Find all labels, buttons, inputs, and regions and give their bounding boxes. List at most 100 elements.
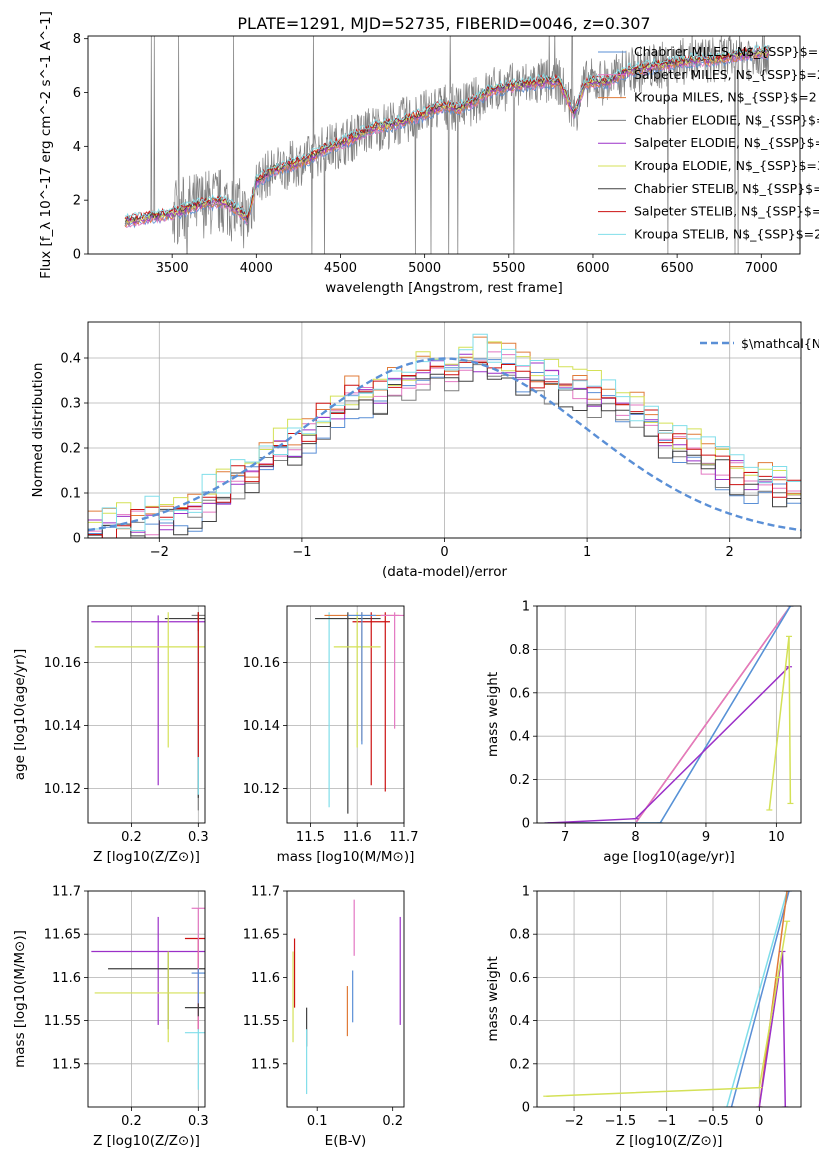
y-axis-label: mass weight [485,672,501,757]
x-tick-label: −1.5 [605,1114,637,1129]
y-axis-label: Normed distribution [30,363,46,498]
y-tick-label: 1 [522,600,530,615]
y-tick-label: 0 [522,1101,530,1116]
y-tick-label: 6 [73,86,81,101]
x-tick-label: 5000 [408,261,441,276]
y-tick-label: 11.6 [251,971,280,986]
observed-spectrum-line [124,36,770,254]
x-tick-label: 6000 [576,261,609,276]
x-tick-label: 0.2 [121,830,142,845]
x-tick-label: −0.5 [697,1114,729,1129]
model-spectrum-line [124,48,770,222]
legend-label: Chabrier ELODIE, N$_{SSP}$=3 [634,112,819,127]
x-tick-label: 1 [583,545,591,560]
plot-area [91,907,205,1090]
cumulative-line [547,666,790,823]
plot-area [315,612,404,814]
plot-area [543,891,792,1107]
y-tick-label: 0.3 [60,397,81,412]
y-tick-label: 11.55 [44,1014,81,1029]
legend-label: Salpeter ELODIE, N$_{SSP}$=4 [634,135,819,150]
x-tick-label: −1 [657,1114,676,1129]
y-tick-label: 10.14 [44,719,81,734]
y-tick-label: 1 [522,885,530,900]
x-tick-label: −2 [564,1114,583,1129]
chart-panel-6: 0.1 0.2 11.5 11.55 11.6 11.65 11.7 E(B-V) [243,885,405,1149]
x-tick-label: 0.2 [121,1114,142,1129]
y-axis-label: Flux [f_λ 10^-17 erg cm^-2 s^-1 A^-1] [38,11,54,279]
y-tick-label: 11.65 [44,928,81,943]
x-tick-label: 7000 [745,261,778,276]
y-tick-label: 0.6 [509,686,530,701]
cumulative-line [546,921,788,1097]
x-tick-label: 11.6 [343,830,372,845]
y-tick-label: 4 [73,140,81,155]
cumulative-line [547,606,792,823]
cumulative-line [547,606,792,823]
legend-label: Salpeter STELIB, N$_{SSP}$=2 [634,204,819,219]
x-axis-label: Z [log10(Z/Z⊙)] [93,1133,200,1149]
normal-curve-line [88,357,801,532]
x-tick-label: 0 [440,545,448,560]
plot-area [544,606,794,823]
axes-frame [87,890,206,1108]
figure-title: PLATE=1291, MJD=52735, FIBERID=0046, z=0… [237,14,650,33]
histogram-step-line [88,360,801,538]
x-tick-label: 6500 [661,261,694,276]
x-axis-label: Z [log10(Z/Z⊙)] [616,1133,723,1149]
y-tick-label: 0.4 [509,1014,530,1029]
y-tick-label: 11.7 [52,885,81,900]
histogram-step-line [88,333,801,531]
model-spectrum-line [124,44,770,220]
legend-label: Kroupa STELIB, N$_{SSP}$=2 [634,226,819,241]
x-tick-label: 2 [726,545,734,560]
y-axis-label: mass weight [485,956,501,1041]
axes-frame [87,35,801,255]
y-tick-label: 0.1 [60,487,81,502]
cumulative-line [730,891,790,1107]
chart-panel-3: 11.5 11.6 11.7 10.12 10.14 10.16 mass [log10(M… [243,605,418,865]
y-tick-label: 0.6 [509,971,530,986]
plot-area [292,899,401,1095]
axes-frame [536,890,802,1108]
legend-label: Kroupa MILES, N$_{SSP}$=2 [634,90,817,105]
legend-label: Chabrier MILES, N$_{SSP}$=2 [634,44,819,59]
y-tick-label: 0.8 [509,643,530,658]
y-axis-label: age [log10(age/yr)] [12,649,28,781]
cumulative-line [768,636,792,811]
y-tick-label: 0 [522,817,530,832]
x-tick-label: −1 [292,545,311,560]
y-tick-label: 11.65 [243,928,280,943]
y-tick-label: 11.5 [52,1057,81,1072]
chart-panel-7: −2 −1.5 −1 −0.5 0 0 0.2 0.4 0.6 0.8 1 Z [log10(Z/Z⊙… [485,885,802,1149]
legend-label: $\mathcal{N}(0,1)$ [741,336,819,351]
y-tick-label: 11.7 [251,885,280,900]
x-tick-label: 5500 [492,261,525,276]
chart-panel-2: 0.2 0.3 10.12 10.14 10.16 Z [log10(Z/Z⊙)] age … [12,605,209,865]
y-tick-label: 10.12 [243,782,280,797]
cumulative-line [547,606,792,823]
y-tick-label: 0 [73,248,81,263]
y-tick-label: 10.14 [243,719,280,734]
chart-panel-1: −2 −1 0 1 2 0 0.1 0.2 0.3 0.4 (data-model)/error No… [30,321,819,580]
x-tick-label: 3500 [156,261,189,276]
cumulative-line [726,891,788,1107]
y-tick-label: 8 [73,32,81,47]
x-axis-label: mass [log10(M/M⊙)] [277,849,415,865]
x-tick-label: 10 [768,830,785,845]
y-tick-label: 0.4 [60,352,81,367]
histogram-step-line [88,362,801,538]
legend-label: Kroupa ELODIE, N$_{SSP}$=3 [634,158,819,173]
x-axis-label: Z [log10(Z/Z⊙)] [93,849,200,865]
x-axis-label: (data-model)/error [382,564,508,580]
legend-label: Salpeter MILES, N$_{SSP}$=2 [634,67,819,82]
x-tick-label: 0.2 [382,1114,403,1129]
y-tick-label: 0.2 [509,1057,530,1072]
chart-panel-5: 0.2 0.3 11.5 11.55 11.6 11.65 11.7 Z [log10(Z/Z… [12,885,209,1150]
x-tick-label: 0.3 [188,1114,209,1129]
x-tick-label: 7 [561,830,569,845]
x-tick-label: 0.1 [307,1114,328,1129]
y-tick-label: 2 [73,194,81,209]
axes-frame [87,605,206,824]
